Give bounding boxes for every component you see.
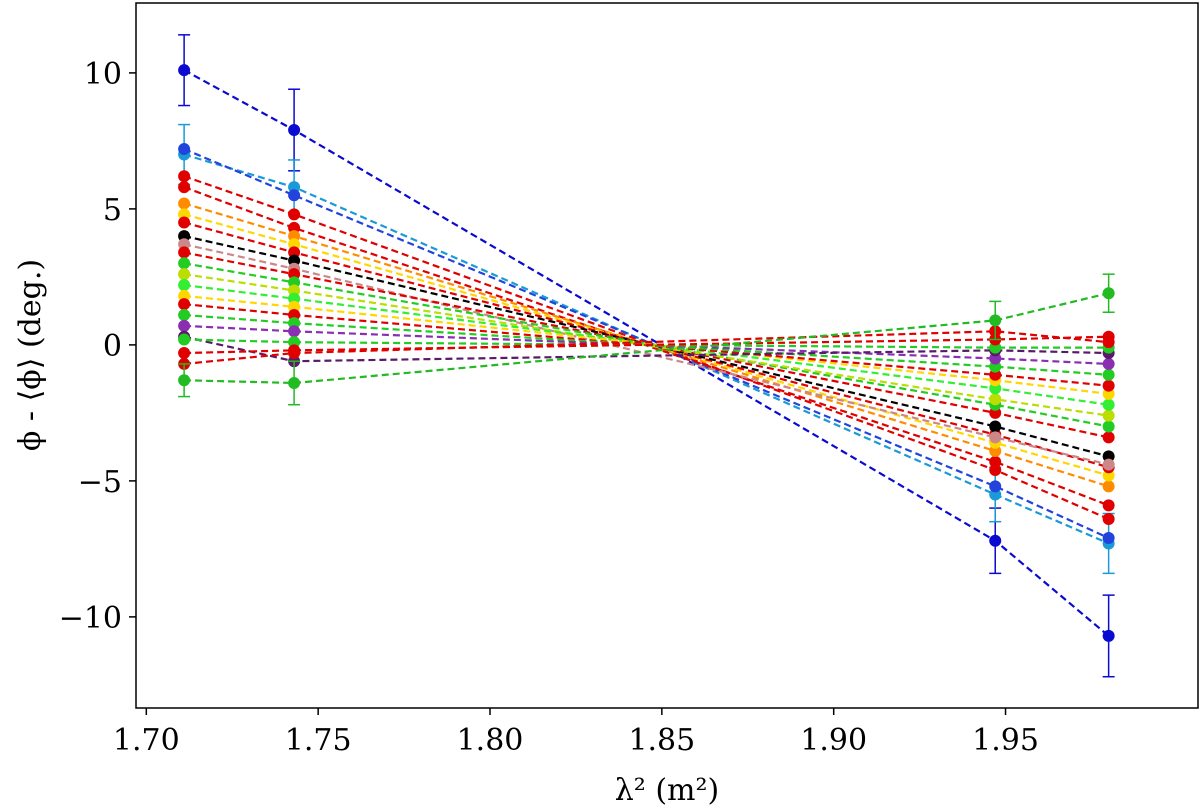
data-point (1102, 629, 1115, 642)
data-point (178, 143, 191, 156)
fit-line (183, 251, 1109, 439)
data-point (1102, 499, 1115, 512)
data-point (178, 333, 191, 346)
y-axis-label: ϕ - ⟨ϕ⟩ (deg.) (13, 259, 48, 451)
fit-line (184, 338, 1109, 349)
data-point (288, 208, 301, 221)
data-point (288, 347, 301, 360)
data-point (288, 124, 301, 137)
data-point (178, 374, 191, 387)
fit-line (184, 292, 1109, 385)
data-point (178, 308, 191, 321)
y-tick-label: −10 (59, 601, 122, 636)
data-point (989, 393, 1002, 406)
data-point (989, 314, 1002, 327)
x-tick-label: 1.80 (457, 723, 524, 758)
fit-line (183, 175, 1110, 520)
fit-line (183, 148, 1110, 540)
data-point (1102, 480, 1115, 493)
x-axis-label: λ² (m²) (615, 773, 719, 808)
data-point (288, 189, 301, 202)
data-point (1102, 357, 1115, 370)
data-point (989, 420, 1002, 433)
data-point (989, 431, 1002, 444)
y-tick-label: 5 (103, 193, 122, 228)
data-point (178, 268, 191, 281)
data-point (1102, 368, 1115, 381)
data-point (178, 298, 191, 311)
data-point (1102, 458, 1115, 471)
data-point (178, 257, 191, 270)
fit-line (184, 302, 1109, 387)
x-tick-label: 1.85 (628, 723, 695, 758)
data-point (1102, 420, 1115, 433)
fit-line (183, 235, 1109, 458)
data-point (1102, 409, 1115, 422)
data-point (989, 480, 1002, 493)
data-point (1102, 336, 1115, 349)
fit-line (183, 202, 1109, 488)
data-point (1102, 532, 1115, 545)
data-point (989, 455, 1002, 468)
x-tick-label: 1.70 (113, 723, 180, 758)
x-tick-label: 1.95 (972, 723, 1039, 758)
fit-line (184, 330, 1109, 366)
data-point (1102, 398, 1115, 411)
y-tick-label: 0 (103, 329, 122, 364)
data-point (1102, 287, 1115, 300)
fit-line (183, 335, 1109, 363)
data-point (288, 325, 301, 338)
data-point (1102, 431, 1115, 444)
data-point (178, 319, 191, 332)
y-tick-label: 10 (84, 57, 122, 92)
data-point (178, 170, 191, 183)
data-point (1102, 379, 1115, 392)
x-tick-label: 1.90 (800, 723, 867, 758)
fit-line (183, 69, 1110, 637)
data-point (1102, 512, 1115, 525)
fit-line (184, 294, 1109, 395)
data-point (178, 246, 191, 259)
data-point (288, 376, 301, 389)
x-tick-label: 1.75 (285, 723, 352, 758)
data-point (178, 197, 191, 210)
fit-line (184, 313, 1109, 376)
y-tick-label: −5 (78, 465, 122, 500)
data-point (178, 64, 191, 77)
data-point (178, 181, 191, 194)
data-point (178, 347, 191, 360)
data-point (989, 534, 1002, 547)
fit-line (183, 243, 1109, 466)
fit-line (184, 324, 1109, 366)
plot-frame (135, 2, 1199, 709)
data-point (178, 279, 191, 292)
data-point (178, 216, 191, 229)
fit-line (184, 335, 1109, 355)
